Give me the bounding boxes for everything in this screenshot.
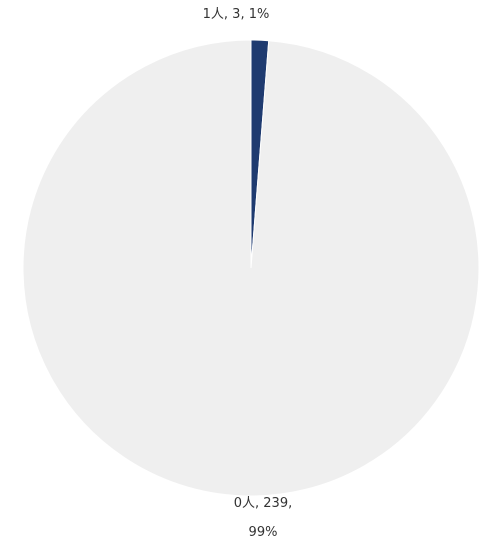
pie-slices: [22, 39, 480, 497]
slice-label-0nin-line1: 0人, 239,: [234, 496, 292, 511]
slice-label-1nin: 1人, 3, 1%: [203, 7, 270, 22]
slice-label-0nin-line2: 99%: [249, 525, 278, 540]
pie-slice-1: [22, 39, 480, 497]
